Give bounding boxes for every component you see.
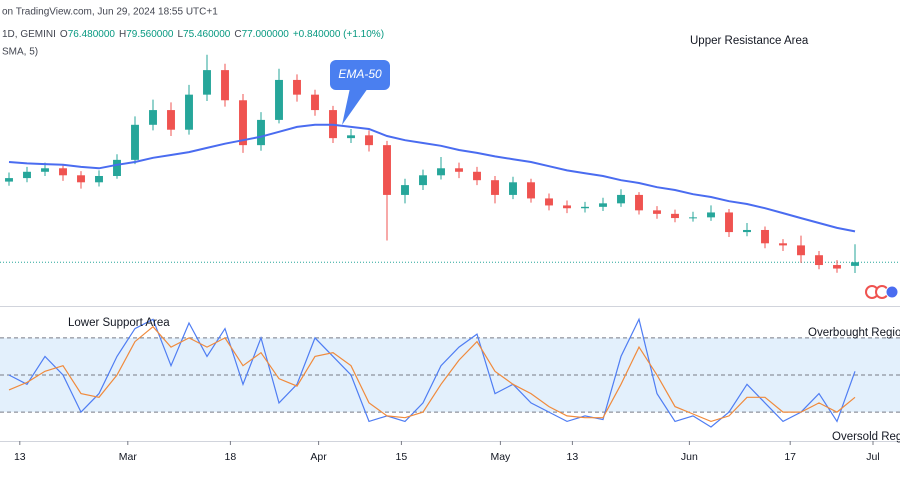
candle-body [185, 94, 193, 130]
candle-body [617, 194, 625, 204]
candle-body [131, 124, 139, 160]
candle-body [797, 245, 805, 256]
candle-body [167, 110, 175, 130]
callout-pointer [342, 88, 368, 125]
flag-icon [885, 285, 899, 299]
candle-body [761, 229, 769, 244]
ohlc-label: O [60, 29, 68, 40]
candle-body [221, 70, 229, 101]
candle-body [635, 194, 643, 211]
header-indicator: SMA, 5) [2, 47, 38, 58]
x-tick-label: 18 [225, 451, 237, 463]
header-source: on TradingView.com, Jun 29, 2024 18:55 U… [2, 7, 218, 18]
indicator-line [8, 317, 856, 428]
candle-body [149, 110, 157, 125]
symbol: 1D, GEMINI [2, 29, 56, 40]
annotation: Upper Resistance Area [690, 35, 809, 47]
x-tick-label: Apr [310, 451, 327, 463]
candle-body [707, 212, 715, 218]
change: +0.840000 (+1.10%) [293, 29, 384, 40]
candle-body [293, 79, 301, 95]
x-tick-label: Jul [866, 451, 879, 463]
candle-body [653, 210, 661, 214]
candle-body [347, 135, 355, 139]
candle-body [437, 168, 445, 176]
x-tick-label: 13 [567, 451, 579, 463]
candle-body [743, 229, 751, 233]
candle-body [41, 168, 49, 172]
x-tick-label: 13 [14, 451, 26, 463]
ohlc-value: 79.560000 [126, 29, 174, 40]
candle-body [473, 171, 481, 181]
candle-body [815, 255, 823, 266]
callout-box [330, 60, 390, 90]
indicator-line [8, 123, 856, 233]
candle-body [23, 171, 31, 179]
candle-body [95, 175, 103, 183]
candle-body [113, 159, 121, 176]
candle-body [365, 135, 373, 146]
candle-body [383, 145, 391, 195]
header-ohlc: 1D, GEMINI O76.480000 H79.560000 L75.460000… [2, 29, 384, 40]
ohlc-value: 75.460000 [183, 29, 231, 40]
indicator-line [8, 325, 856, 423]
candle-body [5, 178, 13, 182]
candle-body [455, 168, 463, 172]
ohlc-value: 77.000000 [242, 29, 290, 40]
x-tick-label: May [490, 451, 511, 463]
ohlc-label: L [177, 29, 183, 40]
ohlc-value: 76.480000 [68, 29, 116, 40]
x-tick-label: 17 [784, 451, 796, 463]
candle-body [77, 175, 85, 183]
candle-body [833, 265, 841, 269]
x-tick-label: 15 [396, 451, 408, 463]
candle-body [275, 79, 283, 120]
candle-body [563, 205, 571, 209]
flags [865, 285, 899, 299]
ema-callout: EMA-50 [330, 60, 390, 125]
candle-body [689, 217, 697, 219]
x-tick-label: Jun [681, 451, 698, 463]
candle-body [509, 182, 517, 195]
candle-body [257, 119, 265, 146]
candle-body [725, 212, 733, 233]
candle-body [239, 100, 247, 146]
candle-body [581, 206, 589, 209]
candle-body [419, 175, 427, 186]
candle-body [527, 182, 535, 199]
annotation: Overbought Regio [808, 327, 900, 339]
candle-body [203, 70, 211, 95]
annotation: Lower Support Area [68, 317, 170, 329]
annotation: Oversold Reg [832, 431, 900, 443]
candle-body [311, 94, 319, 111]
callout-text: EMA-50 [338, 67, 382, 81]
candle-body [671, 213, 679, 219]
ohlc-label: C [234, 29, 241, 40]
x-tick-label: Mar [119, 451, 138, 463]
candle-body [851, 262, 859, 266]
candle-body [779, 243, 787, 246]
ohlc-label: H [119, 29, 126, 40]
candle-body [599, 203, 607, 207]
candle-body [401, 185, 409, 195]
candle-body [545, 198, 553, 206]
candle-body [59, 168, 67, 176]
candle-body [491, 180, 499, 195]
